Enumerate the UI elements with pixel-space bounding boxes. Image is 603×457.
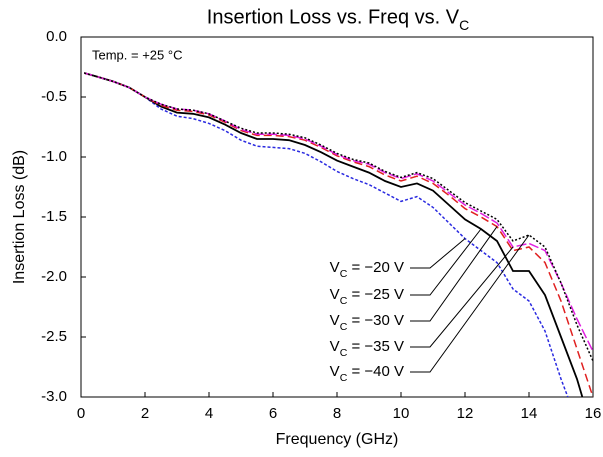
y-tick-label: 0.0 <box>46 28 67 45</box>
y-tick-label: -3.0 <box>41 388 67 405</box>
series-line <box>83 72 593 397</box>
x-tick-label: 4 <box>205 405 213 422</box>
x-tick-label: 14 <box>521 405 538 422</box>
legend-label: VC = −20 V <box>330 259 404 280</box>
x-tick-label: 16 <box>585 405 602 422</box>
leader-line <box>410 234 530 373</box>
annotation: Temp. = +25 °C <box>92 47 182 62</box>
y-tick-label: -0.5 <box>41 88 67 105</box>
y-tick-label: -2.5 <box>41 328 67 345</box>
leader-line <box>410 228 482 296</box>
x-tick-label: 6 <box>269 405 277 422</box>
y-axis-label: Insertion Loss (dB) <box>11 150 28 284</box>
series-line <box>83 72 593 362</box>
series-line <box>83 72 593 352</box>
series-line <box>83 72 569 397</box>
y-tick-label: -2.0 <box>41 268 67 285</box>
x-tick-label: 12 <box>457 405 474 422</box>
legend-label: VC = −40 V <box>330 363 404 384</box>
y-tick-label: -1.5 <box>41 208 67 225</box>
y-tick-label: -1.0 <box>41 148 67 165</box>
legend-label: VC = −30 V <box>330 312 404 333</box>
x-tick-label: 8 <box>333 405 341 422</box>
leader-line <box>410 246 514 348</box>
leader-line <box>410 226 498 322</box>
legend-label: VC = −25 V <box>330 286 404 307</box>
x-tick-label: 10 <box>393 405 410 422</box>
series-line <box>83 72 584 397</box>
x-tick-label: 0 <box>77 405 85 422</box>
plot-lines <box>83 72 593 397</box>
leader-line <box>410 238 466 269</box>
x-tick-label: 2 <box>141 405 149 422</box>
x-axis-label: Frequency (GHz) <box>276 431 399 448</box>
legend-label: VC = −35 V <box>330 338 404 359</box>
chart-title: Insertion Loss vs. Freq vs. VC <box>207 6 469 32</box>
